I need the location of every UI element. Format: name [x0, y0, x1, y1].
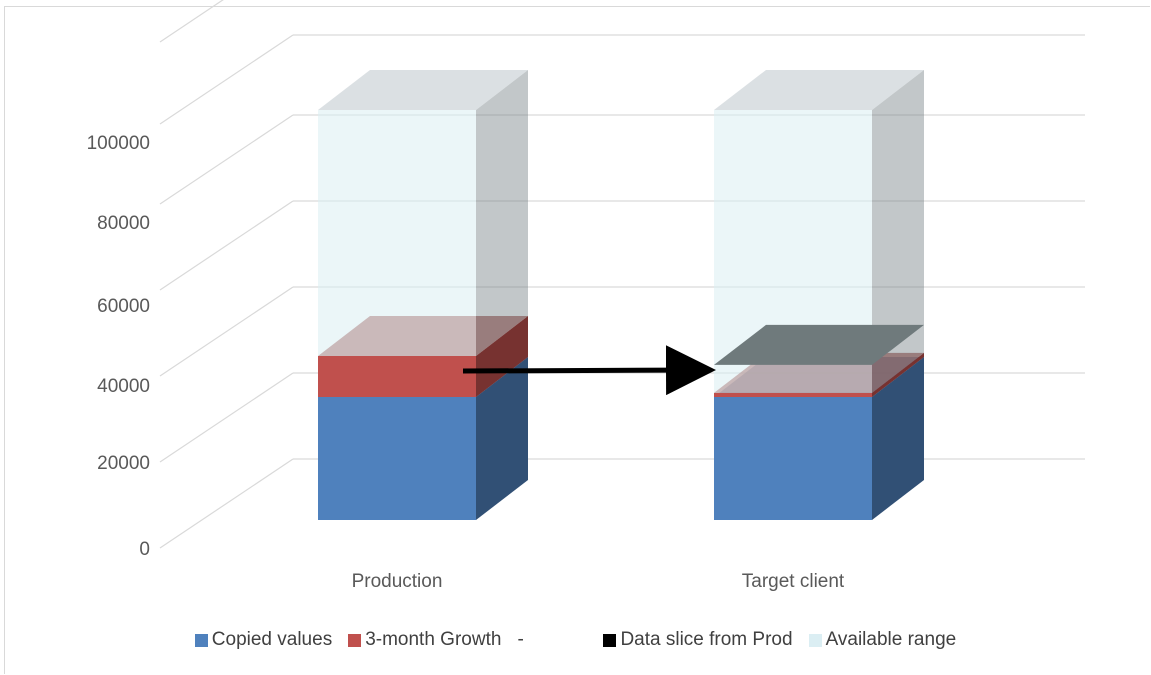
- x-category-label: Target client: [742, 571, 845, 592]
- legend-swatch: [808, 633, 822, 647]
- legend-item-available: Available range: [808, 629, 957, 651]
- legend-item-copied: Copied values: [194, 629, 333, 651]
- legend: Copied values 3-month Growth - Data slice f…: [0, 626, 1151, 654]
- bar-front-copied: [318, 397, 476, 520]
- gridline-floor: [159, 200, 294, 291]
- gridline-floor: [159, 114, 294, 205]
- legend-item-growth: 3-month Growth: [348, 629, 501, 651]
- y-tick-label: 80000: [97, 213, 150, 234]
- bar-front-copied: [714, 397, 872, 520]
- y-tick-label: 40000: [97, 376, 150, 397]
- legend-label: 3-month Growth: [365, 629, 502, 650]
- bar-stack-0: [318, 70, 528, 520]
- y-tick-label: 0: [139, 539, 150, 560]
- x-category-label: Production: [352, 571, 443, 592]
- x-axis-labels: Production Target client: [352, 571, 845, 592]
- legend-swatch: [194, 633, 208, 647]
- legend-label: -: [517, 629, 524, 650]
- y-tick-label: 20000: [97, 453, 150, 474]
- gridline-floor: [159, 458, 294, 549]
- legend-swatch: [603, 633, 617, 647]
- y-tick-label: 60000: [97, 296, 150, 317]
- chart-frame: [4, 6, 1150, 674]
- bar-front-growth: [714, 392, 872, 397]
- legend-label: Available range: [825, 629, 957, 650]
- legend-item-none: -: [517, 629, 587, 651]
- legend-swatch: [348, 633, 362, 647]
- bar-stack-1: [714, 70, 924, 520]
- bar-top-available: [318, 70, 528, 110]
- legend-item-slice: Data slice from Prod: [603, 629, 793, 651]
- y-tick-label: 100000: [87, 133, 150, 154]
- bar-side-available: [476, 70, 528, 356]
- bars: [318, 70, 924, 520]
- bar-side-copied: [872, 357, 924, 520]
- gridlines: [159, 0, 1085, 549]
- gridline-floor: [159, 286, 294, 377]
- bar-top-available: [714, 70, 924, 110]
- gridline-floor: [159, 0, 224, 43]
- bar-side-copied: [476, 357, 528, 520]
- gridline-floor: [159, 34, 294, 125]
- bar-side-growth: [872, 352, 924, 397]
- legend-label: Data slice from Prod: [620, 629, 793, 650]
- bar-front-available: [318, 110, 476, 356]
- bar-front-growth: [318, 356, 476, 397]
- y-axis-ticks: 0 20000 40000 60000 80000 100000: [87, 133, 150, 560]
- bar-side-available: [872, 70, 924, 393]
- transfer-arrow: [462, 345, 716, 396]
- legend-label: Copied values: [211, 629, 333, 650]
- gridline-floor: [159, 372, 294, 463]
- bar-side-growth: [476, 316, 528, 397]
- data-slice-top: [714, 324, 924, 365]
